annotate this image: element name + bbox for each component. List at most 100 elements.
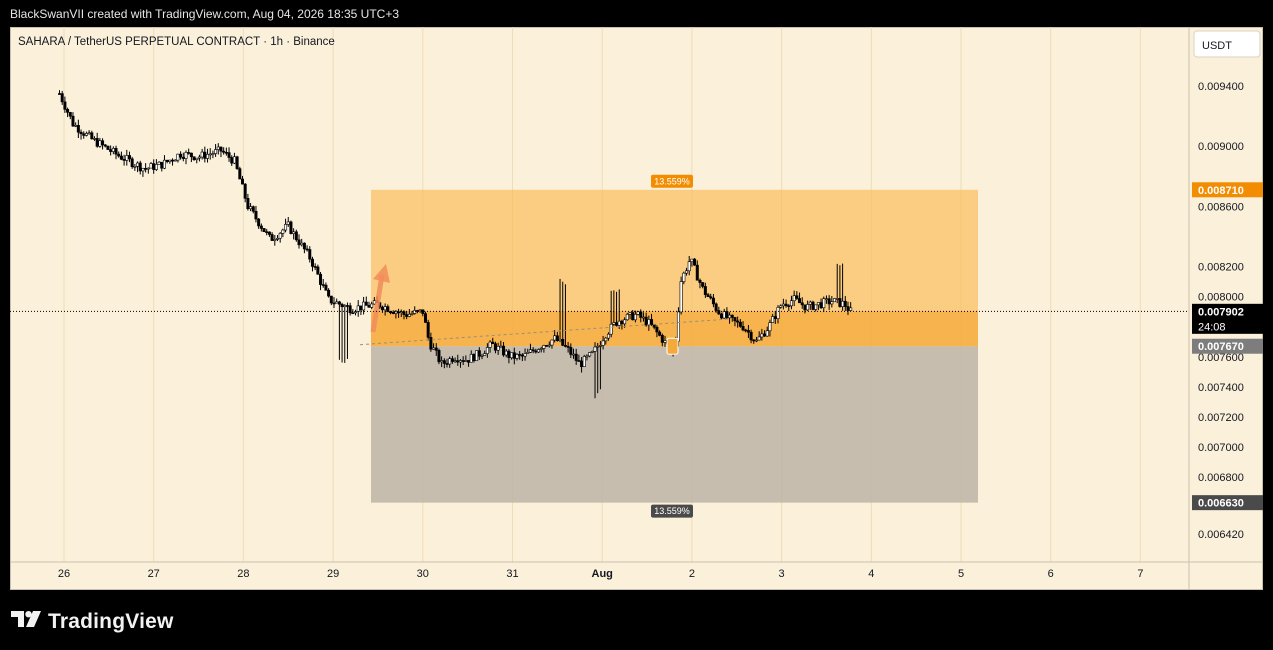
candle-body [162, 159, 166, 169]
candle-body [367, 305, 371, 308]
candle-body [582, 356, 586, 367]
candle-body [849, 307, 853, 311]
candle-body [410, 313, 414, 315]
candle-body [230, 157, 234, 164]
candle-body [192, 156, 196, 161]
candle-body [749, 331, 753, 341]
candle-body [706, 294, 710, 297]
candle-body [160, 161, 164, 169]
candle-body [146, 167, 150, 170]
candle-body [238, 168, 242, 180]
candle-body [456, 360, 460, 363]
price-chart[interactable]: 13.559% 13.559% SAHARA / TetherUS PERPETUA… [10, 27, 1263, 590]
candle-body [122, 159, 126, 161]
candle-body [512, 352, 516, 359]
candle-body [289, 221, 293, 234]
candle-body [606, 333, 610, 339]
candle-body [179, 153, 183, 158]
candle-body [125, 155, 129, 161]
candle-body [437, 350, 441, 363]
candle-body [152, 163, 156, 170]
candle-body [789, 300, 793, 307]
candle-body [485, 347, 489, 354]
candle-body [633, 314, 637, 321]
candle-body [101, 140, 105, 146]
orange-arrow-annotation [370, 264, 390, 333]
candle-body [136, 162, 140, 167]
candle-body [426, 322, 430, 338]
stop-price-badge: 0.006630 [1192, 495, 1263, 511]
time-tick-label: 27 [148, 568, 160, 580]
stop-percent-badge [651, 504, 693, 518]
candle-body [453, 360, 457, 362]
candle-body [448, 358, 452, 365]
candle-body [235, 156, 239, 169]
target-price-badge: 0.008710 [1192, 182, 1263, 198]
candle-body [765, 330, 769, 337]
candle-body [660, 335, 664, 343]
candle-body [811, 301, 815, 310]
candle-body [90, 132, 94, 140]
candle-body [571, 353, 575, 356]
candle-body [545, 345, 549, 347]
candle-body [383, 306, 387, 311]
candle-body [316, 266, 320, 275]
candle-body [483, 353, 487, 356]
time-tick-label: 28 [237, 568, 249, 580]
candle-body [709, 296, 713, 299]
target-percent-label: 13.559% [651, 174, 693, 188]
candle-body [181, 156, 185, 159]
candle-body [787, 305, 791, 307]
candle-body [173, 159, 177, 162]
candle-body [658, 331, 662, 336]
candle-body [631, 312, 635, 321]
stop-percent-text: 13.559% [654, 506, 690, 516]
candle-body [308, 249, 312, 260]
candle-body [133, 166, 137, 168]
candle-body [399, 311, 403, 313]
candle-body [243, 183, 247, 199]
candle-body [206, 153, 210, 159]
candle-body [257, 218, 261, 227]
candle-body [752, 339, 756, 342]
candle-body [703, 286, 707, 295]
candle-body [698, 279, 702, 283]
candle-body [771, 316, 775, 323]
candle-body [407, 313, 411, 317]
candle-body [208, 153, 212, 156]
candle-body [550, 339, 554, 346]
candle-body [496, 345, 500, 351]
candle-body [302, 242, 306, 250]
candle-body [281, 229, 285, 234]
candle-body [620, 320, 624, 325]
candle-body [553, 335, 557, 341]
candle-body [370, 303, 374, 308]
candle-body [523, 353, 527, 357]
last-price-badge-box [1192, 303, 1263, 334]
candle-body [440, 360, 444, 363]
candle-body [601, 340, 605, 346]
time-tick-label: 4 [868, 568, 874, 580]
candle-body [82, 133, 86, 136]
candle-body [442, 360, 446, 364]
candle-body [558, 338, 562, 342]
candle-body [284, 224, 288, 231]
candle-body [106, 145, 110, 150]
candle-body [555, 335, 559, 342]
candle-body [391, 311, 395, 314]
candle-body [324, 284, 328, 291]
candle-body [628, 312, 632, 315]
candle-body [547, 344, 551, 347]
candle-body [717, 310, 721, 315]
candle-body [111, 148, 115, 152]
price-tick-label: 0.007600 [1198, 352, 1244, 364]
candle-body [119, 155, 123, 160]
candle-body [109, 149, 113, 152]
candle-body [504, 350, 508, 356]
candle-body [784, 303, 788, 306]
currency-button[interactable]: USDT [1193, 30, 1261, 58]
candle-body [348, 305, 352, 314]
candle-body [356, 305, 360, 312]
candle-body [187, 152, 191, 154]
candle-body [652, 324, 656, 328]
